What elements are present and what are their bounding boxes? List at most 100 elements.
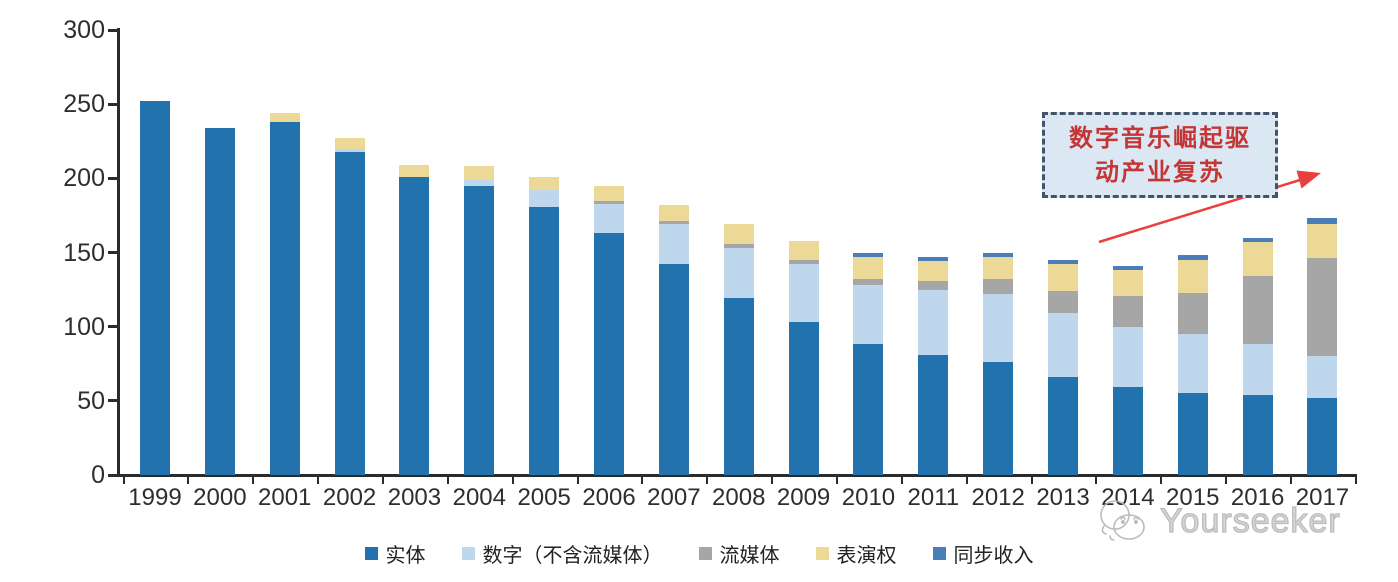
legend-swatch-performance-rights <box>815 547 829 560</box>
bar-segment-physical <box>529 206 560 475</box>
bar-segment-digital-excl-streaming <box>464 179 495 186</box>
bar-segment-performance-rights <box>1112 270 1143 296</box>
bar-segment-physical <box>1048 377 1079 475</box>
bar-segment-digital-excl-streaming <box>529 190 560 207</box>
annotation-text-line2: 动产业复苏 <box>1095 159 1225 186</box>
bar-segment-sync-revenue <box>1112 265 1143 271</box>
x-axis-tick <box>382 476 384 484</box>
x-axis-tick <box>1160 476 1163 484</box>
y-axis-label: 300 <box>63 16 105 44</box>
bar-segment-physical <box>723 298 754 475</box>
x-axis-tick <box>1290 476 1293 484</box>
bar-segment-streaming <box>1177 292 1208 335</box>
x-axis-label: 1999 <box>128 484 182 511</box>
bar-segment-streaming <box>658 221 689 225</box>
bar-segment-digital-excl-streaming <box>594 203 625 234</box>
y-axis-tick <box>108 325 117 329</box>
y-axis-label: 150 <box>63 238 105 267</box>
bar-segment-physical <box>204 127 235 475</box>
bar-segment-performance-rights <box>529 176 560 191</box>
legend-swatch-physical <box>364 547 378 560</box>
y-axis-line <box>117 28 120 475</box>
watermark-logo-icon <box>1100 500 1145 541</box>
y-axis-tick <box>108 399 117 403</box>
bar-segment-sync-revenue <box>1048 259 1079 265</box>
legend-item-performance-rights: 表演权 <box>815 539 897 568</box>
bar-segment-performance-rights <box>1242 242 1273 277</box>
bar-segment-digital-excl-streaming <box>1048 313 1079 378</box>
x-axis-tick <box>317 476 320 484</box>
bar-segment-performance-rights <box>594 185 625 201</box>
arrow-head <box>1296 170 1321 189</box>
y-axis-label: 0 <box>91 461 105 489</box>
x-axis-tick <box>836 476 839 484</box>
bar-segment-digital-excl-streaming <box>1112 326 1143 388</box>
bar-segment-digital-excl-streaming <box>918 289 949 355</box>
bar-segment-streaming <box>1048 291 1079 314</box>
bar-segment-digital-excl-streaming <box>983 294 1014 363</box>
y-axis-tick <box>108 251 117 254</box>
bar-segment-streaming <box>983 279 1014 295</box>
x-axis-label: 2004 <box>452 484 506 511</box>
legend-item-digital-excl-streaming: 数字（不含流媒体） <box>461 539 663 568</box>
y-axis-label: 100 <box>63 312 105 341</box>
bar-segment-sync-revenue <box>918 256 949 262</box>
bar-segment-sync-revenue <box>983 252 1014 257</box>
y-axis-label: 250 <box>63 90 105 119</box>
x-axis-tick <box>1095 476 1098 484</box>
bar-segment-performance-rights <box>269 113 300 122</box>
bar-segment-streaming <box>723 243 754 249</box>
bar-segment-physical <box>1307 397 1338 475</box>
bar-segment-streaming <box>788 259 819 265</box>
legend-swatch-streaming <box>698 547 712 560</box>
bar-segment-streaming <box>1242 276 1273 345</box>
x-axis-tick <box>641 476 644 484</box>
y-axis-tick <box>108 102 117 106</box>
x-axis-tick <box>252 476 255 484</box>
x-axis-label: 2009 <box>776 484 831 511</box>
bar-segment-streaming <box>1307 258 1338 357</box>
bar-segment-physical <box>1177 393 1208 475</box>
x-axis-label: 2013 <box>1036 484 1090 511</box>
bar-segment-physical <box>269 121 300 475</box>
bar-segment-performance-rights <box>853 256 884 280</box>
bar-segment-physical <box>334 151 365 475</box>
y-axis-tick <box>108 28 117 32</box>
bar-segment-performance-rights <box>983 256 1014 280</box>
bar-segment-physical <box>399 176 430 475</box>
x-axis-label: 2008 <box>712 484 766 511</box>
bar-segment-physical <box>853 344 884 475</box>
bar-segment-digital-excl-streaming <box>723 248 754 299</box>
bar-segment-physical <box>594 233 625 475</box>
y-axis-label: 200 <box>63 164 105 193</box>
legend-swatch-digital-excl-streaming <box>461 547 475 560</box>
bar-segment-sync-revenue <box>853 252 884 257</box>
x-axis-tick <box>576 476 579 484</box>
watermark-text: Yourseeker <box>1159 501 1341 540</box>
legend-label-physical: 实体 <box>385 545 426 567</box>
annotation-callout: 数字音乐崛起驱 动产业复苏 <box>1042 112 1278 198</box>
x-axis-tick <box>965 476 968 484</box>
y-axis-tick <box>108 176 117 180</box>
x-axis-label: 2007 <box>647 484 701 511</box>
bar-segment-performance-rights <box>399 164 430 177</box>
bar-segment-performance-rights <box>1307 224 1338 259</box>
bar-segment-performance-rights <box>464 166 495 180</box>
y-axis-label: 50 <box>77 386 105 415</box>
chart-legend: 实体 数字（不含流媒体） 流媒体 表演权 同步收入 <box>0 539 1398 568</box>
x-axis-tick <box>122 476 125 484</box>
x-axis-tick <box>1354 476 1357 484</box>
x-axis-label: 2003 <box>387 484 442 511</box>
x-axis-tick <box>900 476 903 484</box>
x-axis-label: 2000 <box>193 484 247 511</box>
legend-label-sync-revenue: 同步收入 <box>953 545 1034 567</box>
x-axis-label: 2010 <box>841 484 896 511</box>
watermark: Yourseeker <box>1094 496 1341 546</box>
bar-segment-digital-excl-streaming <box>658 224 689 265</box>
x-axis-label: 2017 <box>1295 484 1350 511</box>
bar-segment-performance-rights <box>788 240 819 260</box>
bar-segment-digital-excl-streaming <box>1242 344 1273 395</box>
bar-segment-performance-rights <box>334 138 365 149</box>
x-axis-label: 2015 <box>1166 484 1220 511</box>
